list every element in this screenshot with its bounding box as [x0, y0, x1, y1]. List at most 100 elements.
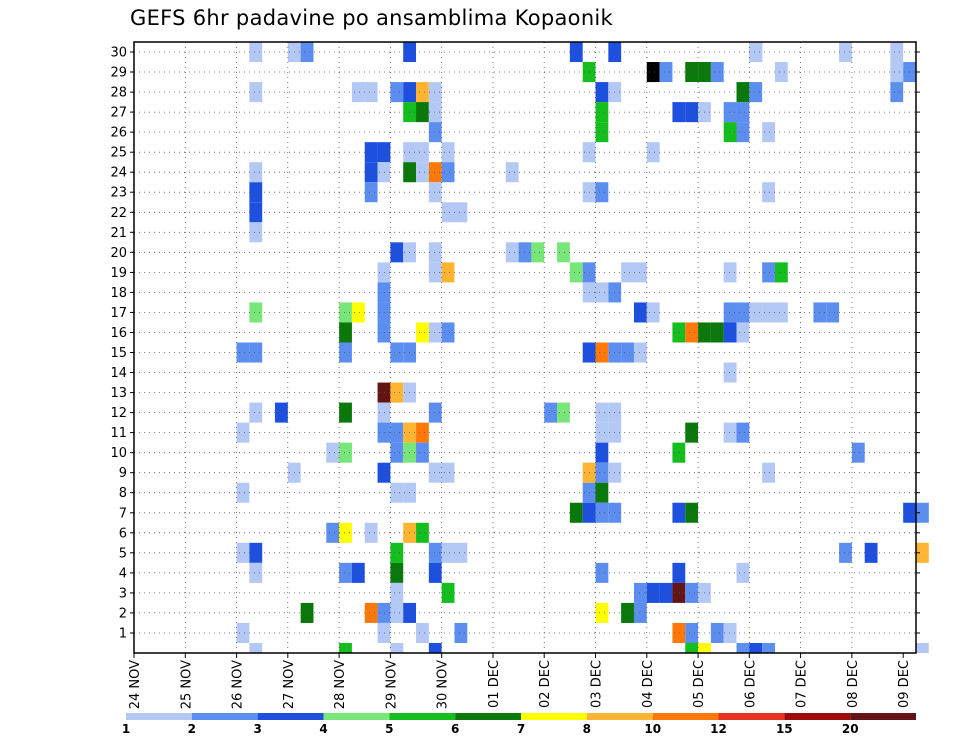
heatmap-cell — [428, 262, 442, 283]
chart-title: GEFS 6hr padavine po ansamblima Kopaonik — [130, 6, 614, 30]
heatmap-cell — [672, 582, 686, 603]
heatmap-cell — [736, 82, 750, 103]
y-tick-label: 20 — [110, 246, 127, 261]
heatmap-cell — [685, 322, 699, 343]
heatmap-cell — [723, 362, 737, 383]
heatmap-cell — [428, 322, 442, 343]
heatmap-cell — [377, 462, 391, 483]
heatmap-cell — [249, 542, 263, 563]
heatmap-cell — [621, 342, 634, 363]
heatmap-cell — [762, 462, 775, 483]
heatmap-cell — [236, 342, 250, 363]
heatmap-cell — [236, 622, 250, 643]
heatmap-cell — [428, 102, 442, 123]
heatmap-cell — [774, 62, 788, 83]
heatmap-cell — [723, 122, 737, 143]
heatmap-cell — [762, 262, 775, 283]
heatmap-cell — [416, 522, 429, 543]
y-tick-label: 29 — [110, 66, 127, 81]
x-tick-label: 04 DEC — [641, 660, 656, 708]
legend-swatch — [850, 713, 916, 720]
heatmap-cell — [339, 322, 352, 343]
x-tick-label: 03 DEC — [590, 660, 605, 708]
legend-swatch — [652, 713, 719, 720]
y-tick-label: 19 — [110, 266, 127, 281]
legend-label: 10 — [644, 722, 661, 736]
y-tick-label: 11 — [110, 426, 127, 441]
heatmap-cell — [236, 422, 250, 443]
heatmap-cell — [416, 82, 429, 103]
heatmap-cell — [416, 422, 429, 443]
heatmap-cell — [441, 322, 455, 343]
heatmap-cell — [454, 202, 468, 223]
legend-label: 6 — [451, 722, 459, 736]
heatmap-cell — [916, 542, 929, 563]
heatmap-cell — [736, 102, 750, 123]
heatmap-cell — [428, 122, 442, 143]
heatmap-cell — [723, 622, 737, 643]
heatmap-cell — [441, 142, 455, 163]
heatmap-cell — [364, 142, 378, 163]
heatmap-cell — [249, 302, 263, 323]
heatmap-cell — [428, 162, 442, 183]
heatmap-cell — [390, 442, 404, 463]
heatmap-cell — [275, 402, 288, 423]
legend-label: 1 — [122, 722, 130, 736]
legend-label: 7 — [517, 722, 525, 736]
legend-swatch — [323, 713, 390, 720]
y-tick-label: 5 — [119, 546, 127, 561]
grid-lines — [134, 42, 916, 653]
heatmap-cell — [377, 422, 391, 443]
heatmap-cell — [762, 122, 775, 143]
heatmap-cell — [736, 422, 750, 443]
heatmap-cell — [428, 402, 442, 423]
heatmap-cell — [749, 302, 763, 323]
legend-label: 12 — [710, 722, 727, 736]
heatmap-cell — [249, 342, 263, 363]
heatmap-cell — [416, 162, 429, 183]
heatmap-cell — [390, 542, 404, 563]
heatmap-cell — [505, 162, 519, 183]
heatmap-cell — [685, 642, 699, 653]
heatmap-cell — [441, 542, 455, 563]
heatmap-cell — [672, 562, 686, 583]
y-tick-label: 14 — [110, 366, 127, 381]
legend-swatch — [389, 713, 456, 720]
y-tick-label: 28 — [110, 86, 127, 101]
x-tick-label: 24 NOV — [128, 660, 143, 709]
heatmap-cell — [390, 602, 404, 623]
heatmap-cell — [723, 322, 737, 343]
heatmap-cell — [685, 422, 699, 443]
heatmap-cell — [377, 382, 391, 403]
heatmap-cell — [339, 442, 352, 463]
heatmap-cell — [505, 242, 519, 263]
x-tick-label: 05 DEC — [692, 660, 707, 708]
heatmap-cell — [633, 602, 647, 623]
heatmap-cell — [851, 442, 865, 463]
heatmap-cell — [416, 622, 429, 643]
heatmap-cell — [377, 302, 391, 323]
heatmap-cell — [646, 302, 660, 323]
heatmap-cell — [774, 302, 788, 323]
heatmap-cell — [557, 402, 570, 423]
legend-swatch — [191, 713, 258, 720]
heatmap-cell — [339, 642, 352, 653]
heatmap-cell — [672, 102, 686, 123]
heatmap-cell — [339, 402, 352, 423]
y-tick-label: 30 — [110, 46, 127, 61]
heatmap-cell — [762, 302, 775, 323]
heatmap-cell — [339, 562, 352, 583]
y-tick-label: 13 — [110, 386, 127, 401]
x-tick-label: 07 DEC — [795, 660, 810, 708]
heatmap-cell — [672, 622, 686, 643]
heatmap-cell — [916, 502, 929, 523]
x-tick-label: 09 DEC — [897, 660, 912, 708]
heatmap-cell — [736, 642, 750, 653]
heatmap-cell — [839, 542, 852, 563]
heatmap-cell — [377, 162, 391, 183]
legend-label: 20 — [842, 722, 859, 736]
heatmap-cell — [364, 522, 378, 543]
legend-swatch — [718, 713, 785, 720]
heatmap-cell — [390, 82, 404, 103]
y-tick-label: 8 — [119, 486, 127, 501]
